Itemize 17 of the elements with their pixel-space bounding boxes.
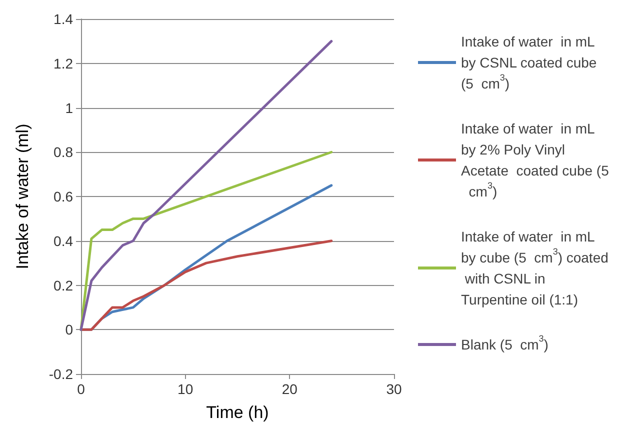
line-series xyxy=(80,240,333,331)
line-series xyxy=(80,40,333,331)
x-tick-label: 10 xyxy=(178,381,194,397)
y-tick-label: -0.2 xyxy=(48,366,74,382)
y-axis-title: Intake of water (ml) xyxy=(13,124,32,270)
y-tick-label: 0.8 xyxy=(54,144,74,160)
x-tick-label: 20 xyxy=(282,381,298,397)
y-tick-label: 1.4 xyxy=(54,11,74,27)
y-tick-label: 0.6 xyxy=(54,188,74,204)
y-tick-label: 0.4 xyxy=(54,232,74,249)
y-tick-label: 1 xyxy=(65,100,74,116)
x-tick-label: 0 xyxy=(77,381,86,397)
y-tick-label: 0.2 xyxy=(54,277,74,294)
x-tick-label: 30 xyxy=(386,381,402,397)
x-axis-title: Time (h) xyxy=(206,403,269,422)
y-tick-label: 1.2 xyxy=(54,55,74,72)
y-tick-label: 0 xyxy=(65,322,74,338)
